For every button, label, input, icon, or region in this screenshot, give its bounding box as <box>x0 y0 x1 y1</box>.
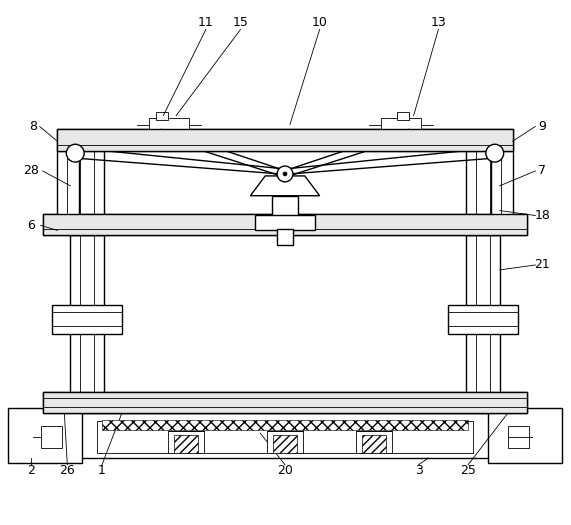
Bar <box>28 413 542 458</box>
Text: 2: 2 <box>27 464 35 477</box>
Bar <box>58 130 513 151</box>
Text: 21: 21 <box>534 258 550 271</box>
Bar <box>150 118 189 133</box>
Bar <box>70 141 104 214</box>
Bar <box>277 229 293 245</box>
Bar <box>491 151 513 230</box>
Text: 3: 3 <box>415 464 423 477</box>
Bar <box>43 392 528 413</box>
Text: 6: 6 <box>27 219 35 232</box>
Bar <box>97 421 473 453</box>
Bar <box>362 435 386 453</box>
Text: 25: 25 <box>460 464 476 477</box>
Circle shape <box>66 144 84 162</box>
Bar <box>255 215 315 230</box>
Bar <box>43 214 528 235</box>
Bar <box>267 431 303 453</box>
Text: 11: 11 <box>198 16 214 29</box>
Bar <box>70 235 104 392</box>
Bar <box>58 151 79 230</box>
Bar <box>466 141 500 214</box>
Text: 9: 9 <box>538 120 546 133</box>
Text: 13: 13 <box>431 16 447 29</box>
Bar <box>356 431 392 453</box>
Text: 1: 1 <box>98 464 106 477</box>
Text: 26: 26 <box>59 464 75 477</box>
Text: 20: 20 <box>277 464 293 477</box>
Bar <box>174 435 198 453</box>
Text: 18: 18 <box>534 209 550 222</box>
Circle shape <box>486 144 504 162</box>
Text: 7: 7 <box>538 164 546 177</box>
Bar <box>466 235 500 392</box>
Circle shape <box>283 172 287 176</box>
Circle shape <box>277 166 293 182</box>
Text: 8: 8 <box>29 120 37 133</box>
Bar <box>102 421 468 430</box>
Bar <box>381 118 421 133</box>
Bar <box>43 214 528 235</box>
Text: 28: 28 <box>23 164 39 177</box>
Bar <box>53 304 122 334</box>
Text: 10: 10 <box>312 16 328 29</box>
Bar <box>273 435 297 453</box>
Bar <box>8 408 82 463</box>
Bar <box>508 426 529 448</box>
Bar <box>58 130 513 151</box>
Bar <box>397 112 409 120</box>
Bar <box>168 431 204 453</box>
Bar <box>156 112 168 120</box>
Bar <box>488 408 562 463</box>
Bar <box>41 426 62 448</box>
Polygon shape <box>250 176 320 196</box>
Bar <box>43 392 528 413</box>
Bar <box>272 196 298 215</box>
Bar <box>448 304 517 334</box>
Text: 15: 15 <box>232 16 248 29</box>
